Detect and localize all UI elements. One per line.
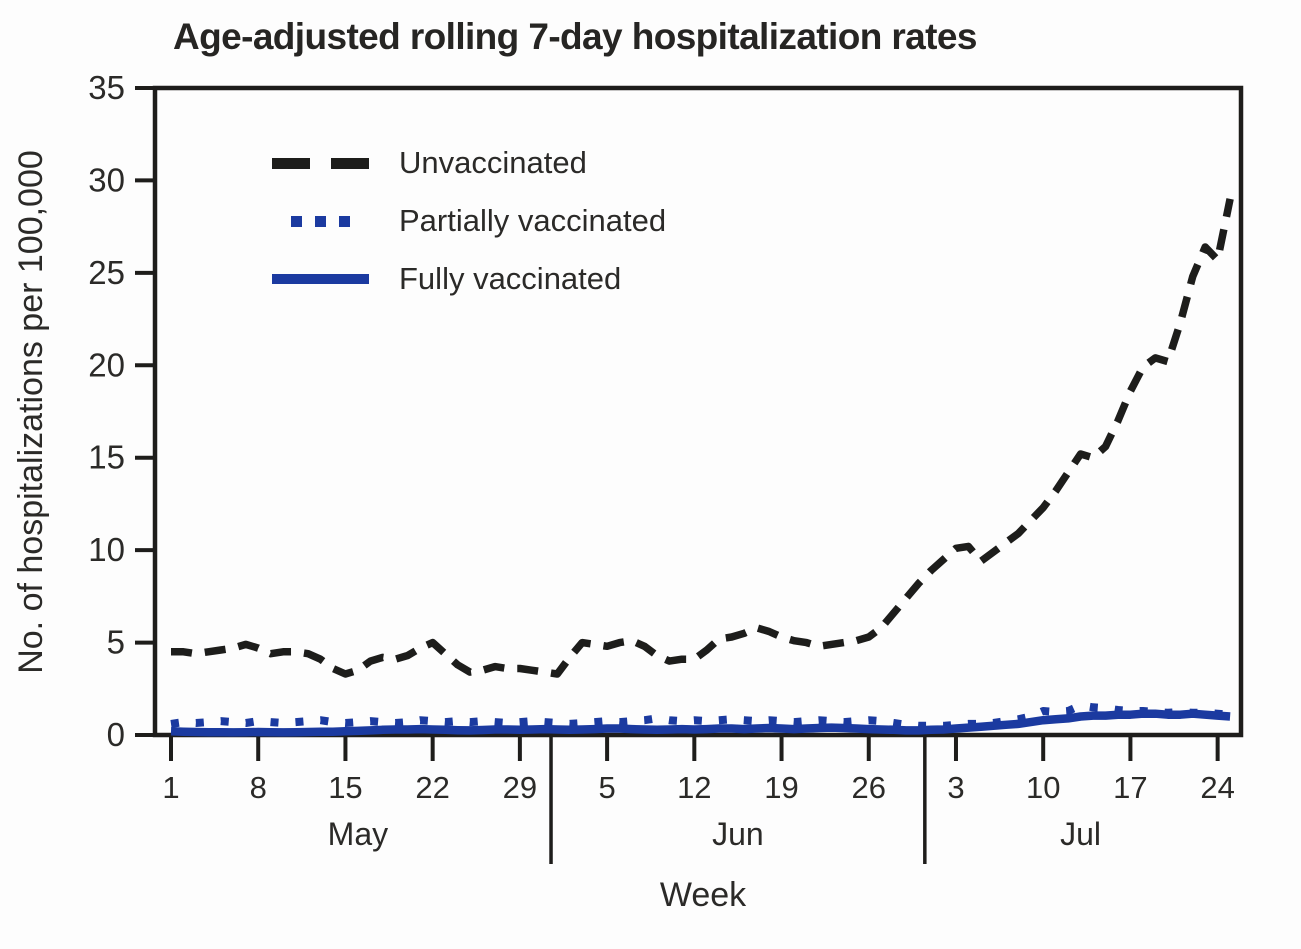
x-tick-label: 22 xyxy=(415,770,449,805)
month-label: Jun xyxy=(712,816,764,852)
legend-label-unvaccinated: Unvaccinated xyxy=(399,145,587,180)
x-tick-label: 15 xyxy=(328,770,362,805)
chart-title: Age-adjusted rolling 7-day hospitalizati… xyxy=(173,16,977,57)
y-axis-title: No. of hospitalizations per 100,000 xyxy=(12,150,50,674)
y-tick-label: 35 xyxy=(88,69,125,106)
x-axis-title: Week xyxy=(660,876,747,914)
month-label: May xyxy=(328,816,388,852)
y-tick-label: 10 xyxy=(88,531,125,568)
legend-label-fully-vaccinated: Fully vaccinated xyxy=(399,261,622,296)
series-line-partially-vaccinated xyxy=(170,701,1231,730)
chart-plot: 0 5 10 15 20 25 30 35 1 8 15 22 29 May 5 12 19 26 Jun 3 10 17… xyxy=(88,69,1244,864)
legend: Unvaccinated Partially vaccinated Fully … xyxy=(272,134,666,308)
series-line-fully-vaccinated xyxy=(170,709,1231,737)
dotted-line-swatch xyxy=(272,215,369,227)
solid-line-swatch xyxy=(272,273,369,285)
x-tick-label: 3 xyxy=(947,770,964,805)
plot-border xyxy=(152,85,1244,738)
dashed-line-swatch xyxy=(272,157,369,169)
y-tick-label: 25 xyxy=(88,254,125,291)
x-tick-label: 8 xyxy=(250,770,267,805)
x-tick-label: 29 xyxy=(503,770,537,805)
x-tick-label: 17 xyxy=(1113,770,1147,805)
series-line-unvaccinated xyxy=(171,198,1234,678)
y-tick-label: 20 xyxy=(88,346,125,383)
y-tick-label: 0 xyxy=(107,716,125,753)
legend-item-unvaccinated: Unvaccinated xyxy=(272,134,666,192)
legend-item-partially-vaccinated: Partially vaccinated xyxy=(272,192,666,250)
y-tick-label: 30 xyxy=(88,161,125,198)
x-tick-label: 10 xyxy=(1026,770,1060,805)
y-tick-label: 5 xyxy=(107,624,125,661)
legend-label-partially-vaccinated: Partially vaccinated xyxy=(399,203,667,238)
y-tick-label: 15 xyxy=(88,439,125,476)
x-tick-label: 1 xyxy=(162,770,179,805)
legend-item-fully-vaccinated: Fully vaccinated xyxy=(272,250,666,308)
month-label: Jul xyxy=(1060,816,1101,852)
x-tick-label: 19 xyxy=(764,770,798,805)
x-tick-label: 5 xyxy=(598,770,615,805)
x-tick-label: 26 xyxy=(852,770,886,805)
x-tick-label: 12 xyxy=(677,770,711,805)
x-tick-label: 24 xyxy=(1200,770,1234,805)
